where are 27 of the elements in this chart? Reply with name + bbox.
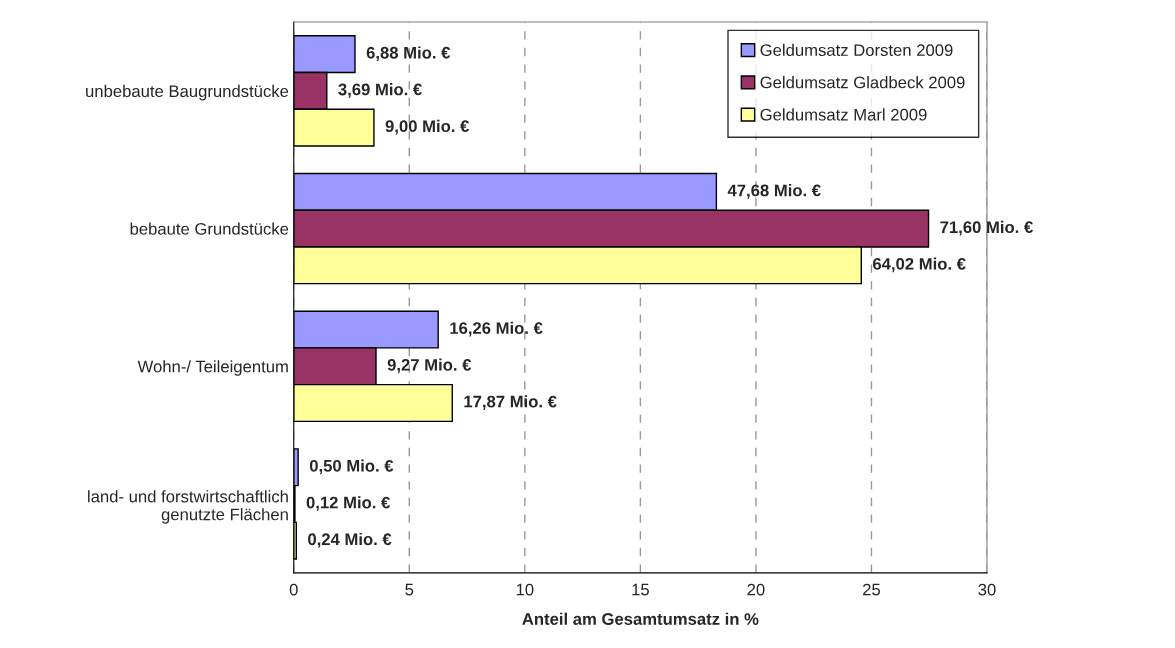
y-tick-label: Wohn-/ Teileigentum — [137, 360, 288, 376]
x-tick-label: 0 — [289, 583, 298, 596]
annotation: 0,50 Mio. € — [309, 459, 394, 475]
y-tick-label: land- und forstwirtschaftlich genutzte Flächen — [88, 490, 288, 524]
annotation: 64,02 Mio. € — [873, 257, 966, 273]
y-tick-label: unbebaute Baugrundstücke — [86, 84, 289, 101]
annotation: 3,69 Mio. € — [338, 83, 422, 98]
annotation: 9,00 Mio. € — [385, 119, 470, 135]
legend-label: Geldumsatz Gladbeck 2009 — [760, 76, 965, 89]
annotation: 16,26 Mio. € — [450, 321, 543, 337]
x-tick-label: 25 — [863, 583, 881, 596]
x-tick-label: 5 — [405, 583, 414, 596]
annotation: 17,87 Mio. € — [464, 395, 557, 410]
annotation: 6,88 Mio. € — [366, 46, 451, 62]
legend-label: Geldumsatz Marl 2009 — [760, 108, 927, 121]
x-axis-title: Anteil am Gesamtumsatz in % — [522, 612, 759, 625]
x-tick-label: 15 — [632, 583, 649, 596]
annotation: 47,68 Mio. € — [727, 184, 821, 199]
x-tick-label: 20 — [747, 583, 765, 596]
x-tick-label: 30 — [978, 583, 996, 596]
y-tick-label: bebaute Grundstücke — [130, 222, 289, 235]
annotation: 0,12 Mio. € — [306, 496, 391, 511]
annotation: 9,27 Mio. € — [387, 358, 472, 374]
annotation: 0,24 Mio. € — [308, 532, 392, 548]
annotation: 71,60 Mio. € — [940, 220, 1033, 236]
x-tick-label: 10 — [516, 583, 534, 596]
legend-label: Geldumsatz Dorsten 2009 — [760, 43, 953, 57]
